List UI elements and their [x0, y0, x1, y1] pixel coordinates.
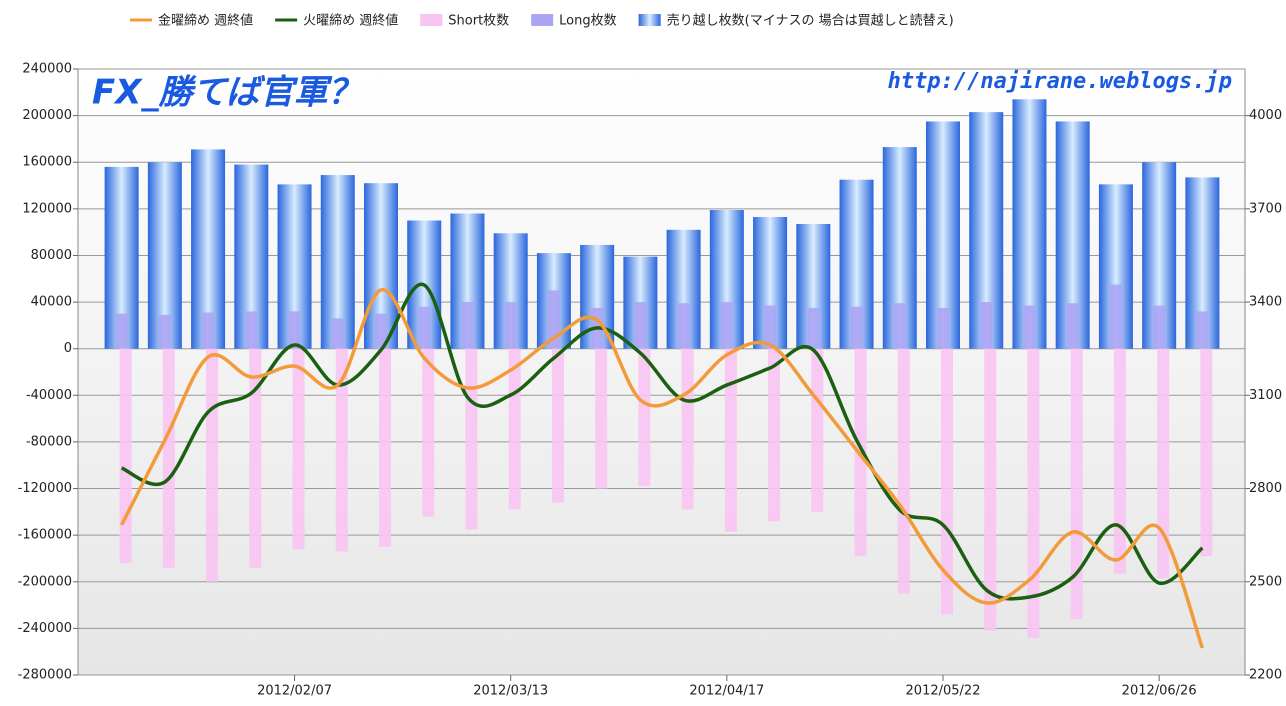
- bar: [504, 302, 517, 349]
- bar: [677, 303, 690, 349]
- bar: [461, 302, 474, 349]
- bar: [984, 348, 997, 631]
- bar: [249, 348, 262, 568]
- bar: [1153, 305, 1166, 349]
- legend-label: Long枚数: [559, 14, 616, 29]
- bar: [634, 302, 647, 349]
- bar: [375, 313, 387, 349]
- bar: [681, 348, 694, 510]
- legend-label: 売り越し枚数(マイナスの 場合は買越しと読替え): [667, 13, 954, 29]
- bar: [811, 348, 824, 512]
- y-tick-label: 240000: [22, 62, 72, 77]
- y-tick-label: 120000: [22, 201, 72, 216]
- bar: [1027, 348, 1040, 638]
- bar: [115, 313, 128, 349]
- y-tick-label: -240000: [18, 621, 72, 636]
- y-tick-label: -40000: [26, 388, 72, 403]
- bar: [1109, 284, 1122, 349]
- y-tick-label: 40000: [31, 295, 72, 310]
- bar: [893, 303, 906, 349]
- bar: [119, 348, 132, 564]
- bar: [551, 348, 564, 503]
- bar: [638, 348, 651, 487]
- bar: [379, 348, 391, 547]
- y-tick-label: -120000: [18, 481, 72, 496]
- bar: [937, 307, 949, 349]
- bar: [941, 348, 953, 615]
- bar: [1070, 348, 1083, 620]
- bar: [158, 314, 171, 349]
- x-tick-label: 2012/06/26: [1122, 684, 1197, 699]
- bar: [1157, 348, 1170, 579]
- bar: [335, 348, 348, 552]
- line: [120, 288, 1205, 649]
- y2-tick-label: 2800: [1249, 481, 1282, 496]
- y2-tick-label: 3100: [1249, 388, 1282, 403]
- watermark: FX_勝てば官軍？: [92, 73, 362, 113]
- x-tick-label: 2012/02/07: [257, 684, 332, 699]
- bar: [418, 306, 431, 349]
- bar: [595, 348, 608, 489]
- bar: [162, 348, 175, 568]
- y-tick-label: -200000: [18, 574, 72, 589]
- y-tick-label: 160000: [22, 155, 72, 170]
- bar: [807, 307, 820, 349]
- y-tick-label: -160000: [18, 528, 72, 543]
- y2-tick-label: 3700: [1249, 201, 1282, 216]
- y2-tick-label: 2500: [1249, 574, 1282, 589]
- bar: [1066, 303, 1079, 349]
- bar: [422, 348, 435, 517]
- y-tick-label: 0: [64, 341, 72, 356]
- watermark-url: http://najirane.weblogs.jp: [888, 69, 1232, 94]
- bar: [897, 348, 910, 594]
- bar: [1196, 311, 1209, 349]
- bar: [1113, 348, 1126, 574]
- plot: [78, 68, 1245, 676]
- y-tick-label: -280000: [18, 668, 72, 683]
- legend-label: 火曜締め 週終値: [303, 13, 398, 29]
- line: [120, 282, 1204, 601]
- x-tick-label: 2012/04/17: [689, 684, 764, 699]
- bar: [1023, 305, 1036, 349]
- legend-swatch: [638, 14, 661, 26]
- y-tick-label: 80000: [31, 248, 72, 263]
- bar: [980, 302, 993, 349]
- legend-swatch: [531, 14, 554, 26]
- bar: [724, 348, 737, 532]
- y2-tick-label: 4000: [1249, 108, 1282, 123]
- bar: [292, 348, 305, 550]
- y-tick-label: 200000: [22, 108, 72, 123]
- y2-tick-label: 3400: [1249, 295, 1282, 310]
- legend-swatch: [420, 14, 443, 26]
- bar: [850, 306, 863, 349]
- bar: [720, 302, 733, 349]
- x-tick-label: 2012/05/22: [906, 684, 981, 699]
- y2-tick-label: 2200: [1249, 668, 1282, 683]
- bar: [508, 348, 521, 510]
- y-tick-label: -80000: [26, 434, 72, 449]
- bar: [202, 312, 215, 349]
- bar: [331, 318, 344, 349]
- bar: [764, 305, 777, 349]
- x-tick-label: 2012/03/13: [473, 684, 548, 699]
- bar: [1200, 348, 1213, 557]
- bar: [288, 311, 301, 349]
- legend-label: 金曜締め 週終値: [158, 13, 253, 29]
- bar: [768, 348, 781, 522]
- bar: [465, 348, 478, 530]
- bar: [206, 348, 219, 582]
- legend-label: Short枚数: [448, 14, 509, 29]
- bar: [245, 311, 258, 349]
